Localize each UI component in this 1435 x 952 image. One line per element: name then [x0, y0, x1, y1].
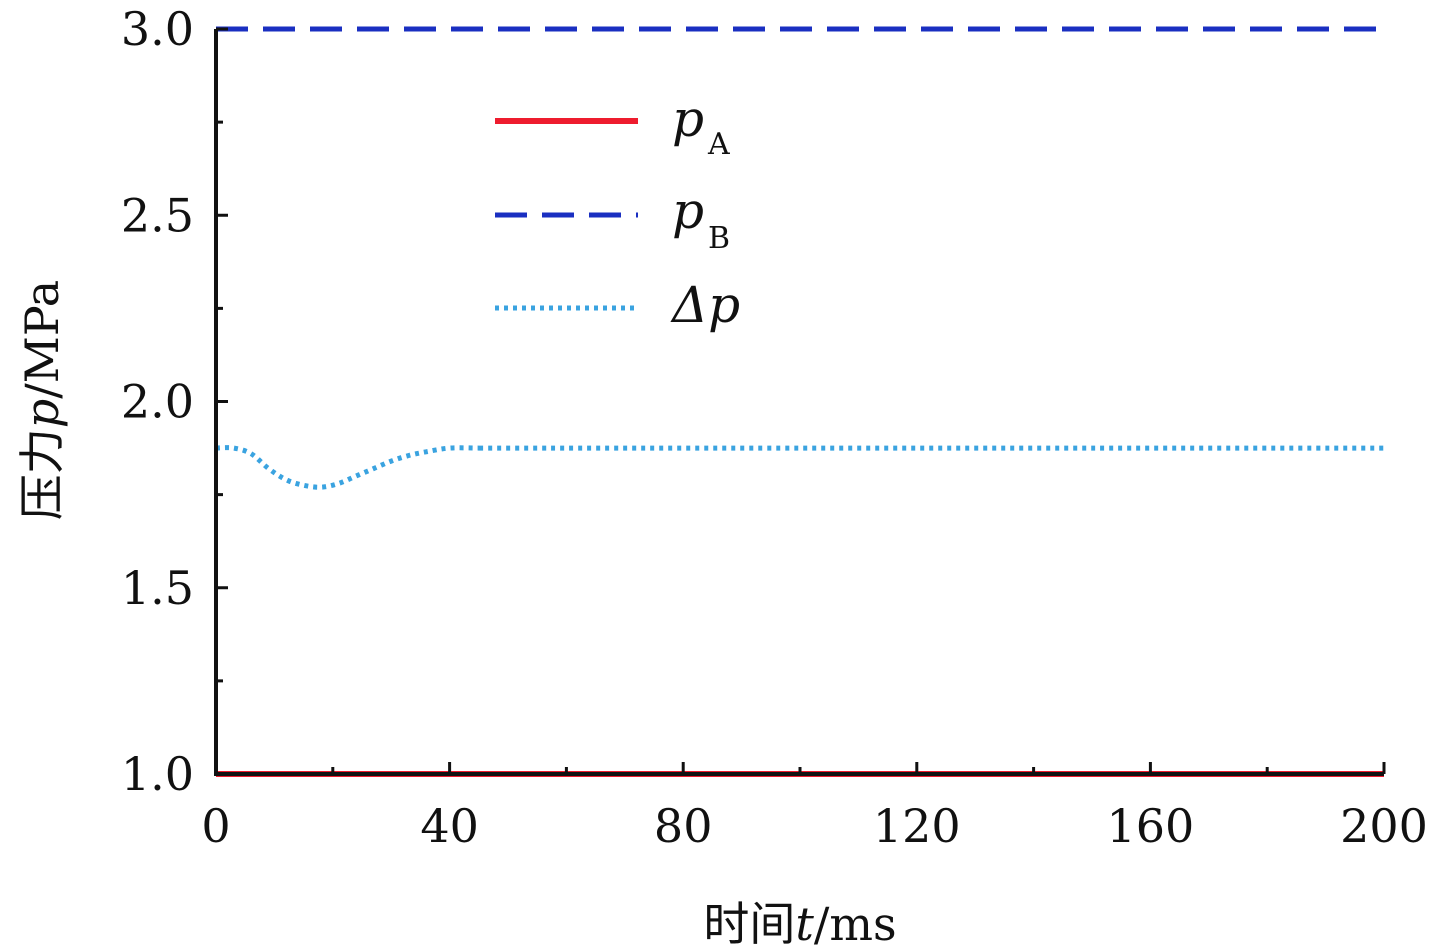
x-tick-label: 160: [1106, 799, 1194, 853]
y-axis-title-var: p: [15, 399, 69, 428]
y-tick-label: 1.0: [121, 747, 194, 801]
x-axis-title-unit: /ms: [814, 897, 897, 951]
legend-label-pB-main: p: [672, 182, 704, 240]
legend-label-pA-main: p: [672, 90, 704, 148]
legend-item-dp: Δp: [495, 276, 740, 334]
legend-label-pA-sub: A: [707, 127, 730, 162]
legend-label-dp: Δp: [670, 276, 740, 334]
ticks-layer: 0 40 80 120 160 200 1.0 1.5 2.0 2.5 3.0: [121, 2, 1428, 853]
series-layer: [215, 26, 1384, 777]
axes-layer: [214, 29, 1384, 776]
x-axis-title-prefix: 时间: [703, 897, 795, 951]
x-axis-title-var: t: [795, 897, 814, 951]
y-axis-title-prefix: 压力: [15, 428, 69, 520]
legend-label-dp-main: Δp: [670, 276, 740, 334]
x-tick-label: 0: [201, 799, 230, 853]
x-tick-label: 80: [654, 799, 713, 853]
y-tick-label: 2.0: [121, 375, 194, 429]
y-tick-label: 3.0: [121, 2, 194, 56]
x-tick-label: 120: [873, 799, 961, 853]
y-axis-title: 压力p/MPa: [15, 280, 69, 520]
y-tick-label: 1.5: [121, 561, 194, 615]
x-tick-label: 200: [1340, 799, 1428, 853]
y-axis-title-unit: /MPa: [15, 280, 69, 399]
x-tick-label: 40: [420, 799, 479, 853]
x-axis-title: 时间t/ms: [703, 897, 896, 951]
series-line-dp: [215, 445, 1384, 490]
y-tick-label: 2.5: [121, 188, 194, 242]
legend-label-pB-sub: B: [708, 221, 730, 256]
